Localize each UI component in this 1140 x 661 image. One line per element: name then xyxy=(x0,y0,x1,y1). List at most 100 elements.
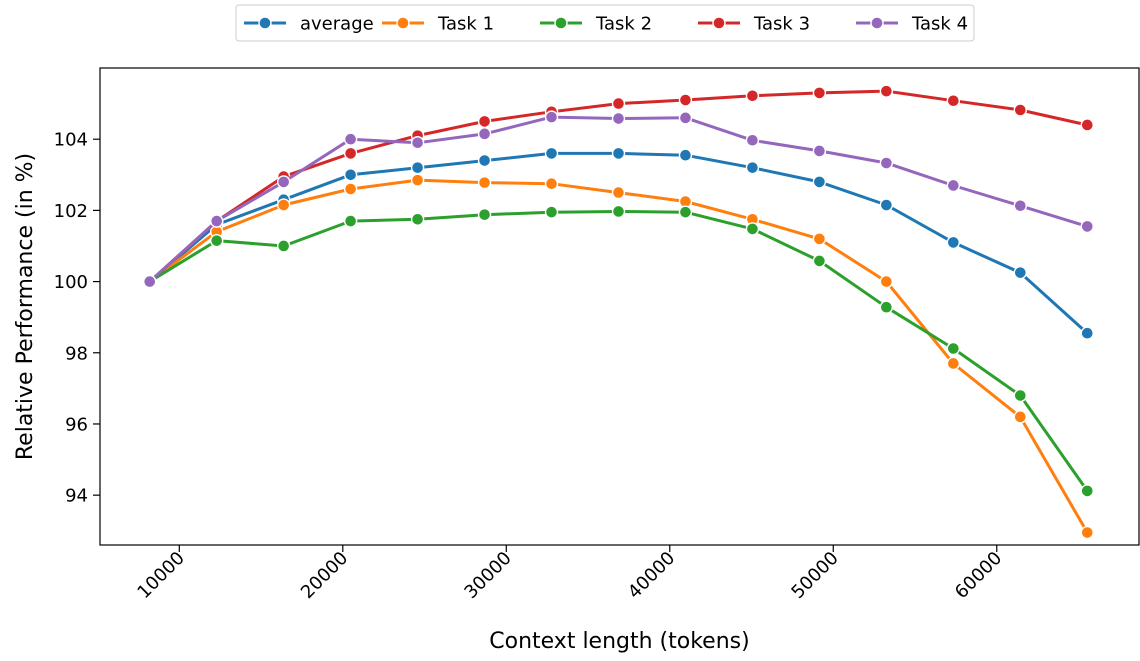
legend-label: average xyxy=(300,14,374,35)
series-line xyxy=(148,178,1089,534)
data-point xyxy=(946,341,961,356)
data-point xyxy=(276,175,291,189)
x-tick-label: 40000 xyxy=(624,548,679,603)
data-point xyxy=(1013,410,1028,424)
data-point xyxy=(879,198,894,212)
legend-label: Task 4 xyxy=(911,14,968,35)
data-point xyxy=(1080,484,1094,498)
data-point xyxy=(544,146,559,161)
data-point xyxy=(343,132,358,146)
data-point xyxy=(477,127,492,141)
legend-marker xyxy=(554,16,568,30)
data-point xyxy=(812,254,827,268)
data-point xyxy=(477,114,492,129)
legend-marker xyxy=(870,16,884,30)
data-point xyxy=(343,214,358,228)
data-point xyxy=(879,156,894,170)
data-point xyxy=(678,148,693,162)
legend-item: Task 3 xyxy=(698,14,810,35)
y-tick-label: 104 xyxy=(54,130,88,151)
data-point xyxy=(343,168,358,182)
data-point xyxy=(812,86,827,100)
y-tick-label: 100 xyxy=(54,272,88,293)
y-axis: 94 96 98 100 102 104 xyxy=(54,130,100,507)
data-point xyxy=(1080,326,1094,340)
x-tick-label: 30000 xyxy=(460,548,515,603)
x-tick-label: 20000 xyxy=(297,548,352,603)
data-point xyxy=(210,233,224,248)
data-point xyxy=(812,144,827,158)
data-point xyxy=(745,222,760,236)
legend-item: Task 2 xyxy=(540,14,652,35)
y-tick-label: 94 xyxy=(65,486,88,507)
data-point xyxy=(410,173,425,187)
y-axis-label: Relative Performance (in %) xyxy=(13,153,38,460)
data-point xyxy=(410,160,425,175)
data-point xyxy=(477,207,492,222)
data-point xyxy=(946,178,961,193)
data-point xyxy=(544,176,559,191)
data-point xyxy=(611,185,626,200)
data-point xyxy=(879,84,894,98)
data-point xyxy=(1013,265,1028,280)
data-point xyxy=(410,212,425,226)
data-point xyxy=(343,182,358,196)
data-point xyxy=(477,175,492,190)
data-point xyxy=(879,274,894,289)
legend-marker xyxy=(712,16,726,30)
data-point xyxy=(745,89,760,103)
data-point xyxy=(812,175,827,189)
legend-label: Task 3 xyxy=(753,14,810,35)
data-point xyxy=(946,356,961,371)
x-axis-label: Context length (tokens) xyxy=(489,629,749,654)
x-tick-label: 10000 xyxy=(133,548,188,603)
data-point xyxy=(1013,388,1028,403)
data-point xyxy=(745,133,760,147)
x-tick-label: 60000 xyxy=(951,548,1006,603)
data-point xyxy=(879,300,894,314)
data-point xyxy=(611,146,626,161)
legend-box xyxy=(235,4,975,42)
data-point xyxy=(946,94,961,108)
legend-item: Task 1 xyxy=(382,14,494,35)
data-point xyxy=(1080,525,1094,540)
data-point xyxy=(611,96,626,111)
data-point xyxy=(678,111,693,125)
data-point xyxy=(611,111,626,126)
series-line xyxy=(148,210,1089,492)
data-point xyxy=(143,274,157,289)
y-tick-label: 96 xyxy=(65,414,88,435)
data-point xyxy=(1013,199,1028,213)
legend-label: Task 2 xyxy=(595,14,652,35)
legend-marker xyxy=(396,16,410,30)
data-point xyxy=(276,198,291,212)
plot-frame xyxy=(99,67,1140,546)
x-tick-label: 50000 xyxy=(787,548,842,603)
series-task-1 xyxy=(143,173,1094,540)
series-task-2 xyxy=(143,204,1094,498)
data-point xyxy=(678,205,693,219)
data-point xyxy=(276,239,291,253)
data-point xyxy=(812,232,827,246)
data-point xyxy=(410,136,425,150)
legend: average Task 1 Task 2 Task 3 Task 4 xyxy=(235,4,975,42)
data-point xyxy=(544,205,559,219)
y-tick-label: 98 xyxy=(65,343,88,364)
data-point xyxy=(678,93,693,107)
data-point xyxy=(1013,103,1028,117)
data-point xyxy=(745,160,760,175)
legend-item: average xyxy=(244,14,374,35)
series-layer xyxy=(143,84,1094,540)
data-point xyxy=(210,214,224,228)
data-point xyxy=(477,153,492,168)
data-point xyxy=(544,110,559,124)
data-point xyxy=(946,235,961,250)
x-axis: 10000 20000 30000 40000 50000 60000 xyxy=(133,545,1006,603)
data-point xyxy=(611,204,626,219)
legend-marker xyxy=(258,16,272,30)
y-tick-label: 102 xyxy=(54,201,88,222)
data-point xyxy=(1080,219,1094,234)
data-point xyxy=(1080,118,1094,132)
legend-item: Task 4 xyxy=(856,14,968,35)
